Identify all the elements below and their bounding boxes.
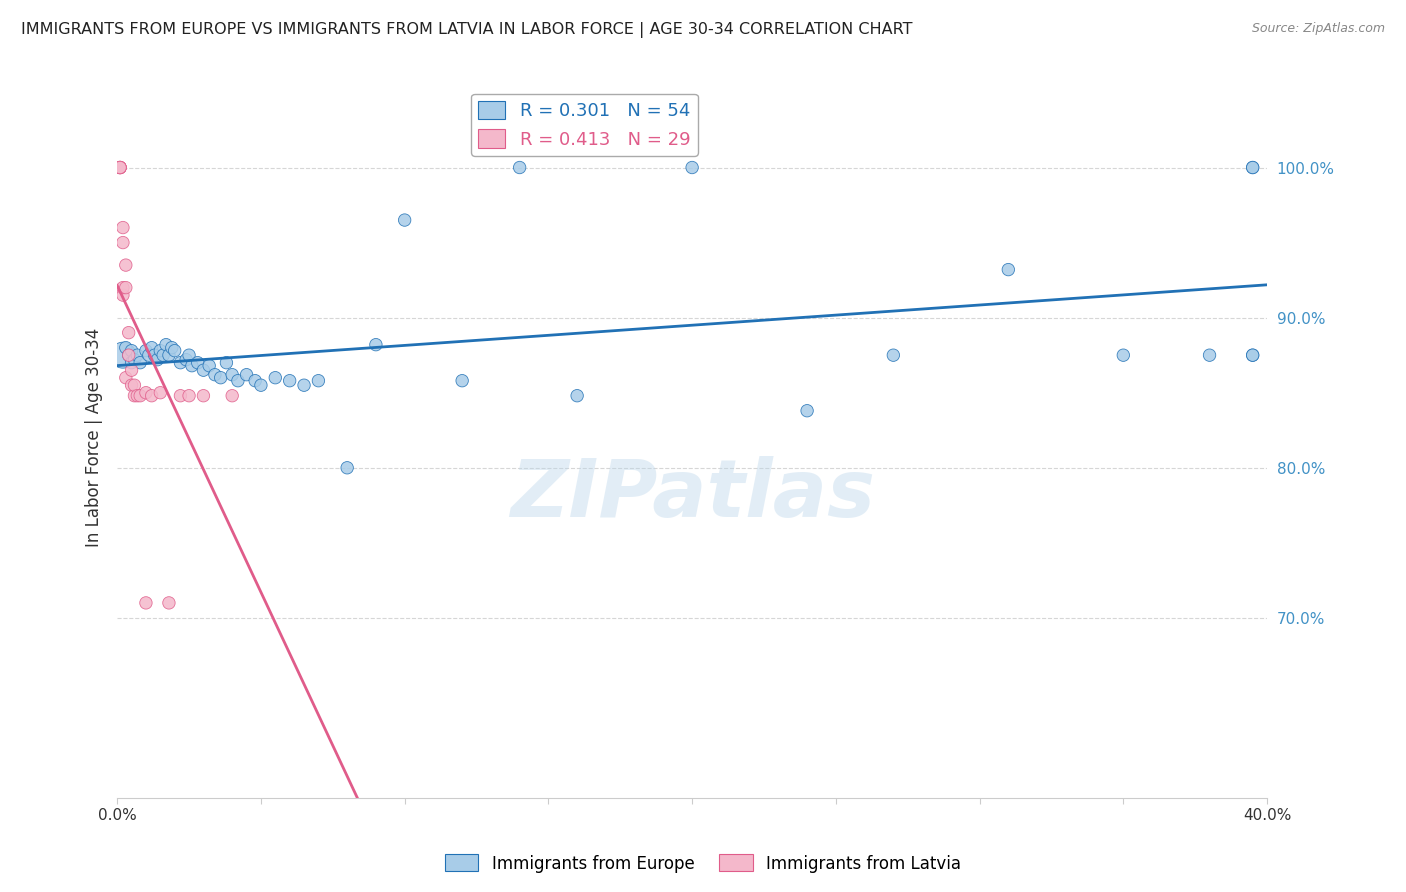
Point bbox=[796, 403, 818, 417]
Point bbox=[149, 343, 172, 358]
Point bbox=[235, 368, 257, 382]
Point bbox=[1241, 161, 1264, 175]
Point bbox=[118, 348, 141, 362]
Point bbox=[111, 220, 134, 235]
Point bbox=[336, 460, 359, 475]
Point bbox=[127, 389, 149, 403]
Point bbox=[198, 359, 221, 373]
Point bbox=[146, 352, 169, 367]
Point bbox=[124, 352, 146, 367]
Point bbox=[163, 343, 186, 358]
Point bbox=[177, 389, 200, 403]
Point bbox=[250, 378, 273, 392]
Point bbox=[121, 363, 143, 377]
Point bbox=[129, 389, 152, 403]
Point bbox=[111, 235, 134, 250]
Point bbox=[111, 348, 134, 362]
Point bbox=[1198, 348, 1220, 362]
Point bbox=[1112, 348, 1135, 362]
Point bbox=[157, 596, 180, 610]
Legend: R = 0.301   N = 54, R = 0.413   N = 29: R = 0.301 N = 54, R = 0.413 N = 29 bbox=[471, 94, 697, 156]
Point bbox=[278, 374, 301, 388]
Point bbox=[264, 370, 287, 384]
Point bbox=[108, 161, 131, 175]
Point bbox=[169, 356, 191, 370]
Point bbox=[160, 341, 183, 355]
Point bbox=[135, 385, 157, 400]
Point bbox=[138, 348, 160, 362]
Point bbox=[149, 385, 172, 400]
Point bbox=[127, 348, 149, 362]
Point bbox=[681, 161, 703, 175]
Point bbox=[135, 343, 157, 358]
Point bbox=[135, 596, 157, 610]
Point bbox=[124, 378, 146, 392]
Point bbox=[215, 356, 238, 370]
Point bbox=[124, 389, 146, 403]
Point bbox=[364, 337, 387, 351]
Point bbox=[121, 343, 143, 358]
Point bbox=[114, 258, 136, 272]
Point bbox=[451, 374, 474, 388]
Legend: Immigrants from Europe, Immigrants from Latvia: Immigrants from Europe, Immigrants from … bbox=[439, 847, 967, 880]
Y-axis label: In Labor Force | Age 30-34: In Labor Force | Age 30-34 bbox=[86, 328, 103, 548]
Point bbox=[204, 368, 226, 382]
Point bbox=[111, 288, 134, 302]
Point bbox=[108, 161, 131, 175]
Point bbox=[118, 326, 141, 340]
Text: IMMIGRANTS FROM EUROPE VS IMMIGRANTS FROM LATVIA IN LABOR FORCE | AGE 30-34 CORR: IMMIGRANTS FROM EUROPE VS IMMIGRANTS FRO… bbox=[21, 22, 912, 38]
Point bbox=[394, 213, 416, 227]
Point bbox=[157, 348, 180, 362]
Point bbox=[1241, 348, 1264, 362]
Point bbox=[221, 389, 243, 403]
Point bbox=[114, 280, 136, 294]
Point bbox=[292, 378, 315, 392]
Point bbox=[1241, 161, 1264, 175]
Point bbox=[121, 378, 143, 392]
Point bbox=[177, 348, 200, 362]
Text: ZIPatlas: ZIPatlas bbox=[509, 457, 875, 534]
Point bbox=[187, 356, 209, 370]
Point bbox=[509, 161, 531, 175]
Point bbox=[193, 389, 215, 403]
Point bbox=[193, 363, 215, 377]
Point bbox=[129, 356, 152, 370]
Point bbox=[155, 337, 177, 351]
Point bbox=[307, 374, 329, 388]
Point bbox=[108, 161, 131, 175]
Point bbox=[118, 348, 141, 362]
Point bbox=[108, 161, 131, 175]
Point bbox=[882, 348, 904, 362]
Point bbox=[226, 374, 249, 388]
Point bbox=[143, 348, 166, 362]
Point bbox=[111, 280, 134, 294]
Point bbox=[243, 374, 266, 388]
Point bbox=[209, 370, 232, 384]
Point bbox=[181, 359, 204, 373]
Point bbox=[997, 262, 1019, 277]
Point bbox=[152, 348, 174, 362]
Point bbox=[565, 389, 588, 403]
Point bbox=[174, 352, 197, 367]
Point bbox=[1241, 348, 1264, 362]
Point bbox=[169, 389, 191, 403]
Point bbox=[221, 368, 243, 382]
Text: Source: ZipAtlas.com: Source: ZipAtlas.com bbox=[1251, 22, 1385, 36]
Point bbox=[121, 356, 143, 370]
Point bbox=[114, 370, 136, 384]
Point bbox=[114, 341, 136, 355]
Point bbox=[141, 389, 163, 403]
Point bbox=[108, 161, 131, 175]
Point bbox=[141, 341, 163, 355]
